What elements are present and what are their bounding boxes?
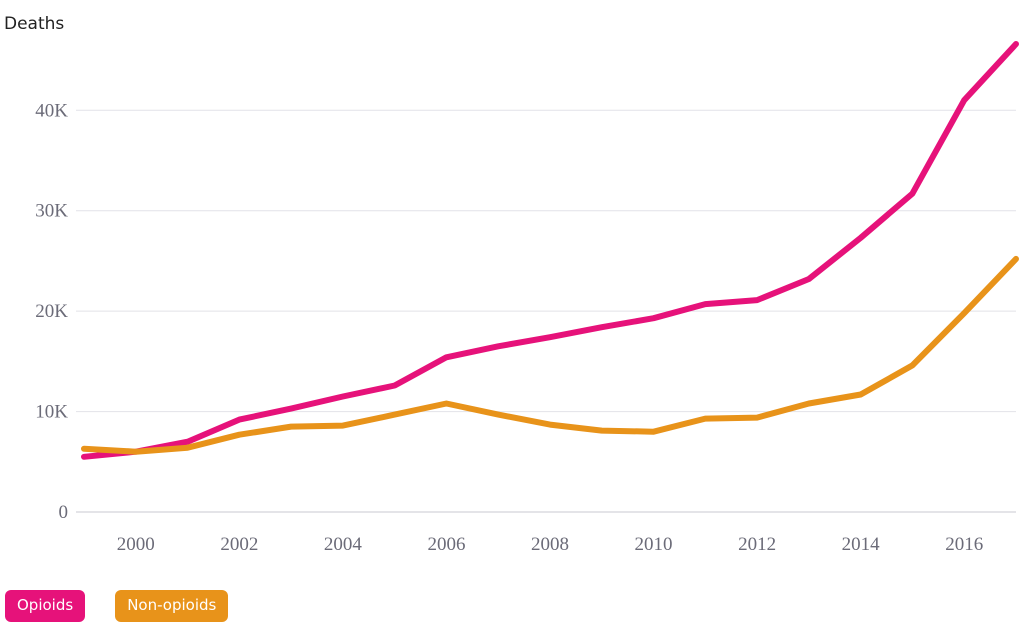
y-tick-label: 40K	[35, 100, 68, 121]
y-axis-ticks: 0 10K 20K 30K 40K	[35, 100, 68, 523]
x-tick-label: 2000	[117, 534, 155, 555]
x-tick-label: 2014	[842, 534, 881, 555]
x-axis-ticks: 2000 2002 2004 2006 2008 2010 2012 2014 2016	[117, 534, 983, 555]
y-tick-label: 20K	[35, 301, 68, 322]
series-lines	[81, 41, 1019, 460]
series-line-non-opioids	[81, 255, 1019, 455]
x-tick-label: 2012	[738, 534, 776, 555]
y-tick-label: 0	[59, 502, 69, 523]
y-axis-title: Deaths	[4, 14, 65, 34]
y-tick-label: 10K	[35, 402, 68, 423]
x-tick-label: 2016	[945, 534, 983, 555]
x-tick-label: 2010	[635, 534, 673, 555]
legend: Opioids Non-opioids	[5, 590, 229, 622]
legend-item-non-opioids[interactable]: Non-opioids	[115, 590, 229, 622]
y-tick-label: 30K	[35, 201, 68, 222]
gridlines	[76, 109, 1016, 513]
x-tick-label: 2008	[531, 534, 569, 555]
legend-item-opioids[interactable]: Opioids	[5, 590, 86, 622]
x-tick-label: 2004	[324, 534, 363, 555]
x-tick-label: 2006	[427, 534, 465, 555]
series-line-opioids	[81, 41, 1019, 460]
x-tick-label: 2002	[220, 534, 258, 555]
